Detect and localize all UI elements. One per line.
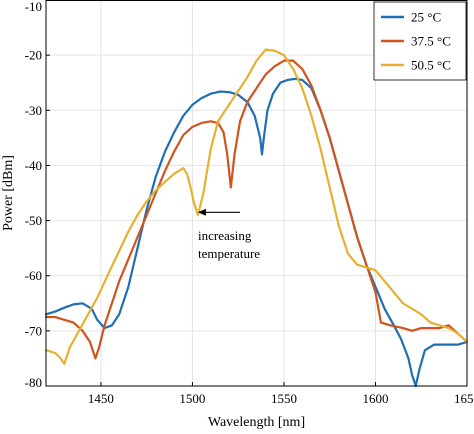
plot-frame [45, 0, 468, 387]
y-tick-label: -30 [25, 103, 42, 118]
series-line-0 [44, 77, 469, 388]
y-tick-label: -20 [25, 48, 42, 63]
y-tick-label: -10 [25, 0, 42, 14]
series-line-2 [44, 48, 469, 366]
x-tick-label: 1650 [454, 391, 474, 406]
annotation-line-2: temperature [198, 246, 260, 261]
temperature-annotation: increasing temperature [197, 208, 260, 261]
y-tick-label: -50 [25, 213, 42, 228]
annotation-arrow-head [197, 208, 206, 216]
axis-ticks: 1450 1500 1550 1600 1650 -10 -20 -30 -40 -50 -60 -7… [25, 0, 474, 406]
y-tick-label: -80 [25, 375, 42, 390]
x-tick-label: 1450 [88, 391, 114, 406]
legend-items: 25 °C 37.5 °C 50.5 °C [381, 10, 451, 73]
y-axis-title: Power [dBm] [1, 155, 16, 231]
y-tick-label: -60 [25, 268, 42, 283]
x-axis-title: Wavelength [nm] [208, 415, 305, 429]
x-tick-label: 1550 [271, 391, 297, 406]
y-tick-label: -40 [25, 158, 42, 173]
legend-label-2: 50.5 °C [411, 58, 451, 73]
legend: 25 °C 37.5 °C 50.5 °C [373, 1, 467, 81]
series-lines [44, 48, 469, 388]
y-tick-label: -70 [25, 323, 42, 338]
x-tick-label: 1500 [179, 391, 205, 406]
legend-label-1: 37.5 °C [411, 34, 451, 49]
annotation-line-1: increasing [198, 228, 252, 243]
series-line-1 [44, 59, 469, 360]
legend-label-0: 25 °C [411, 10, 441, 25]
x-tick-label: 1600 [362, 391, 388, 406]
